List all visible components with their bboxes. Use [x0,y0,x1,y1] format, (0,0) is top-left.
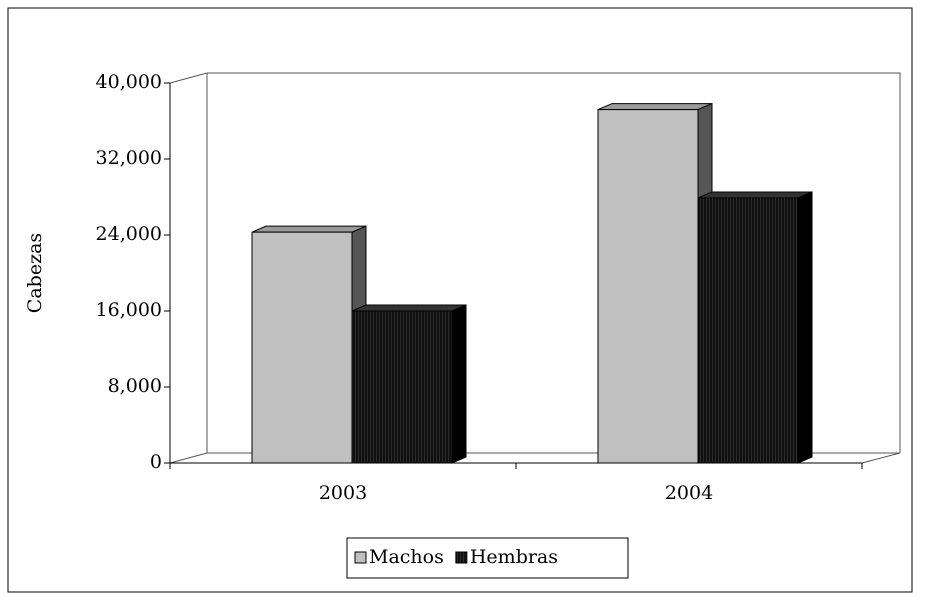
bar-top [351,304,467,312]
y-tick-label: 24,000 [96,223,162,245]
y-tick-label: 16,000 [96,299,162,321]
legend-label: Machos [369,546,444,568]
legend-swatch [354,551,367,564]
y-tick-label: 32,000 [96,147,162,169]
x-tick-label: 2004 [665,482,713,504]
bar [697,191,813,464]
legend-label: Hembras [470,546,558,568]
bar-side [797,191,813,464]
y-axis-label: Cabezas [24,233,46,313]
legend-swatch [455,551,468,564]
legend [346,537,629,579]
bar-side [451,304,467,464]
bar [251,225,367,464]
x-tick-label: 2003 [319,482,367,504]
y-tick-label: 40,000 [96,71,162,93]
bar-front [697,197,799,464]
bar-top [697,191,813,199]
y-tick-label: 8,000 [108,375,162,397]
bar [351,304,467,464]
bar-front [597,109,699,464]
bar-front [251,231,353,464]
bar-front [351,310,453,464]
bar-top [251,225,367,233]
y-tick-label: 0 [150,451,162,473]
bar-top [597,103,713,111]
bar [597,102,713,464]
